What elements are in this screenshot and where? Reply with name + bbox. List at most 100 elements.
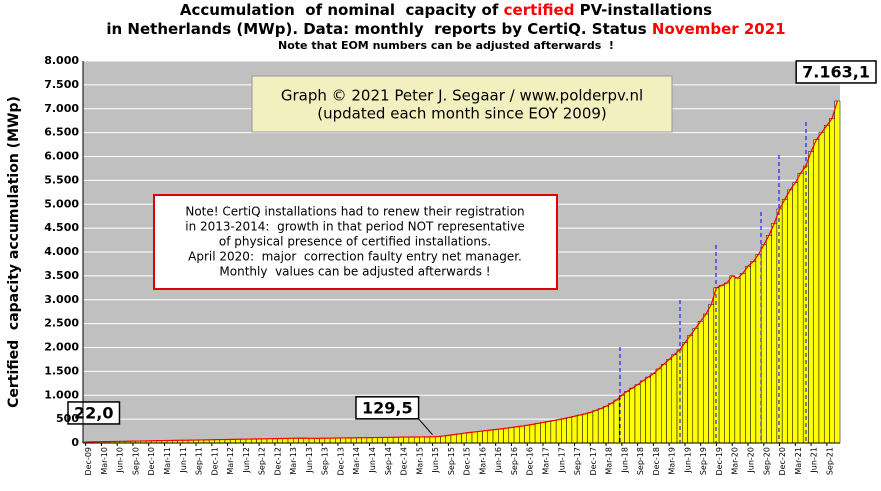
x-tick-label: Jun-14 [368, 447, 377, 474]
bar [629, 387, 636, 444]
x-tick-label: Mar-14 [352, 447, 361, 475]
bar [424, 436, 431, 444]
x-tick-label: Jun-20 [747, 447, 756, 474]
y-tick-label: 4.000 [44, 245, 79, 258]
y-tick-label: 1.000 [44, 388, 79, 401]
x-tick-label: Sep-12 [258, 447, 267, 475]
bar [434, 436, 441, 444]
note-box [153, 194, 558, 290]
bar [750, 261, 757, 444]
trend-line [85, 100, 838, 443]
bar [492, 429, 499, 444]
title-part: in Netherlands (MWp). Data: monthly repo… [106, 20, 652, 38]
x-tick-label: Mar-17 [541, 447, 550, 475]
bar [687, 335, 694, 444]
x-tick-label: Dec-20 [778, 447, 787, 476]
credit-box [251, 75, 673, 133]
bar [582, 413, 588, 444]
x-tick-label: Jun-11 [179, 447, 188, 474]
bar [603, 405, 609, 444]
bar [382, 437, 389, 444]
x-tick-label: Dec-15 [463, 447, 472, 476]
x-tick-label: Dec-17 [589, 447, 598, 476]
subtitle: Note that EOM numbers can be adjusted af… [278, 39, 614, 52]
bar [503, 427, 510, 444]
bar [371, 437, 378, 444]
value-label-text: 7.163,1 [802, 62, 870, 81]
bar [519, 425, 525, 444]
bar [818, 132, 825, 444]
y-tick-label: 3.500 [44, 269, 79, 282]
bar [534, 423, 541, 444]
x-tick-label: Dec-13 [336, 447, 345, 476]
bar [555, 419, 562, 444]
bar [392, 436, 399, 444]
bar [529, 424, 536, 444]
bar [477, 431, 483, 444]
x-tick-label: Jun-15 [431, 447, 440, 474]
bar [319, 438, 326, 444]
bar [797, 172, 804, 444]
bar [398, 436, 404, 444]
title-line: Accumulation of nominal capacity of cert… [180, 1, 712, 19]
y-tick-label: 7.000 [44, 102, 79, 115]
x-tick-label: Mar-12 [226, 447, 235, 475]
x-tick-label: Sep-10 [131, 447, 140, 475]
bar [655, 368, 662, 444]
bar [466, 432, 473, 444]
bar [650, 373, 657, 444]
y-tick-label: 500 [56, 412, 79, 425]
bar [298, 437, 305, 444]
y-tick-label: 7.500 [44, 78, 79, 91]
y-tick-label: 2.000 [44, 341, 79, 354]
x-tick-label: Dec-09 [84, 447, 93, 476]
bar [760, 244, 767, 444]
x-tick-label: Sep-16 [510, 447, 519, 475]
value-label-box [67, 401, 121, 425]
title-part: November 2021 [652, 20, 786, 38]
bar [461, 432, 468, 444]
bar [487, 429, 494, 444]
title-line: in Netherlands (MWp). Data: monthly repo… [106, 20, 785, 38]
x-tick-label: Sep-17 [573, 447, 582, 475]
bar [287, 438, 294, 444]
note-line: Monthly values can be adjusted afterward… [219, 265, 490, 279]
bar [440, 435, 446, 444]
x-tick-label: Mar-15 [415, 447, 424, 475]
bar [587, 412, 594, 444]
value-label-text: 129,5 [362, 398, 413, 417]
x-tick-label: Jun-13 [305, 447, 314, 474]
x-tick-label: Mar-18 [605, 447, 614, 475]
bar [829, 118, 835, 444]
bar [277, 438, 284, 444]
bar [813, 139, 820, 444]
x-tick-label: Mar-20 [731, 447, 740, 475]
bar [266, 438, 273, 444]
note-line: in 2013-2014: growth in that period NOT … [185, 220, 525, 234]
bar [303, 437, 310, 444]
bar [356, 437, 362, 444]
value-label-box [795, 60, 877, 84]
bar [571, 416, 578, 444]
x-tick-label: Mar-16 [478, 447, 487, 475]
bar [708, 304, 715, 444]
bar [324, 437, 331, 444]
x-tick-label: Dec-16 [526, 447, 535, 476]
bar [408, 436, 415, 444]
note-line: April 2020: major correction faulty entr… [188, 250, 522, 264]
bar [608, 403, 615, 444]
y-tick-label: 1.500 [44, 364, 79, 377]
bar [724, 282, 730, 444]
value-label: 129,5 [355, 396, 433, 436]
bar [550, 420, 557, 444]
bar [366, 437, 373, 444]
bar [624, 391, 630, 444]
x-tick-label: Jun-19 [683, 447, 692, 474]
x-tick-label: Jun-18 [620, 447, 629, 474]
y-tick-label: 2.500 [44, 317, 79, 330]
bar [755, 254, 762, 444]
value-label-box [355, 396, 420, 420]
bar [471, 431, 478, 444]
value-label: 22,0 [67, 401, 121, 425]
y-tick-label: 5.000 [44, 197, 79, 210]
